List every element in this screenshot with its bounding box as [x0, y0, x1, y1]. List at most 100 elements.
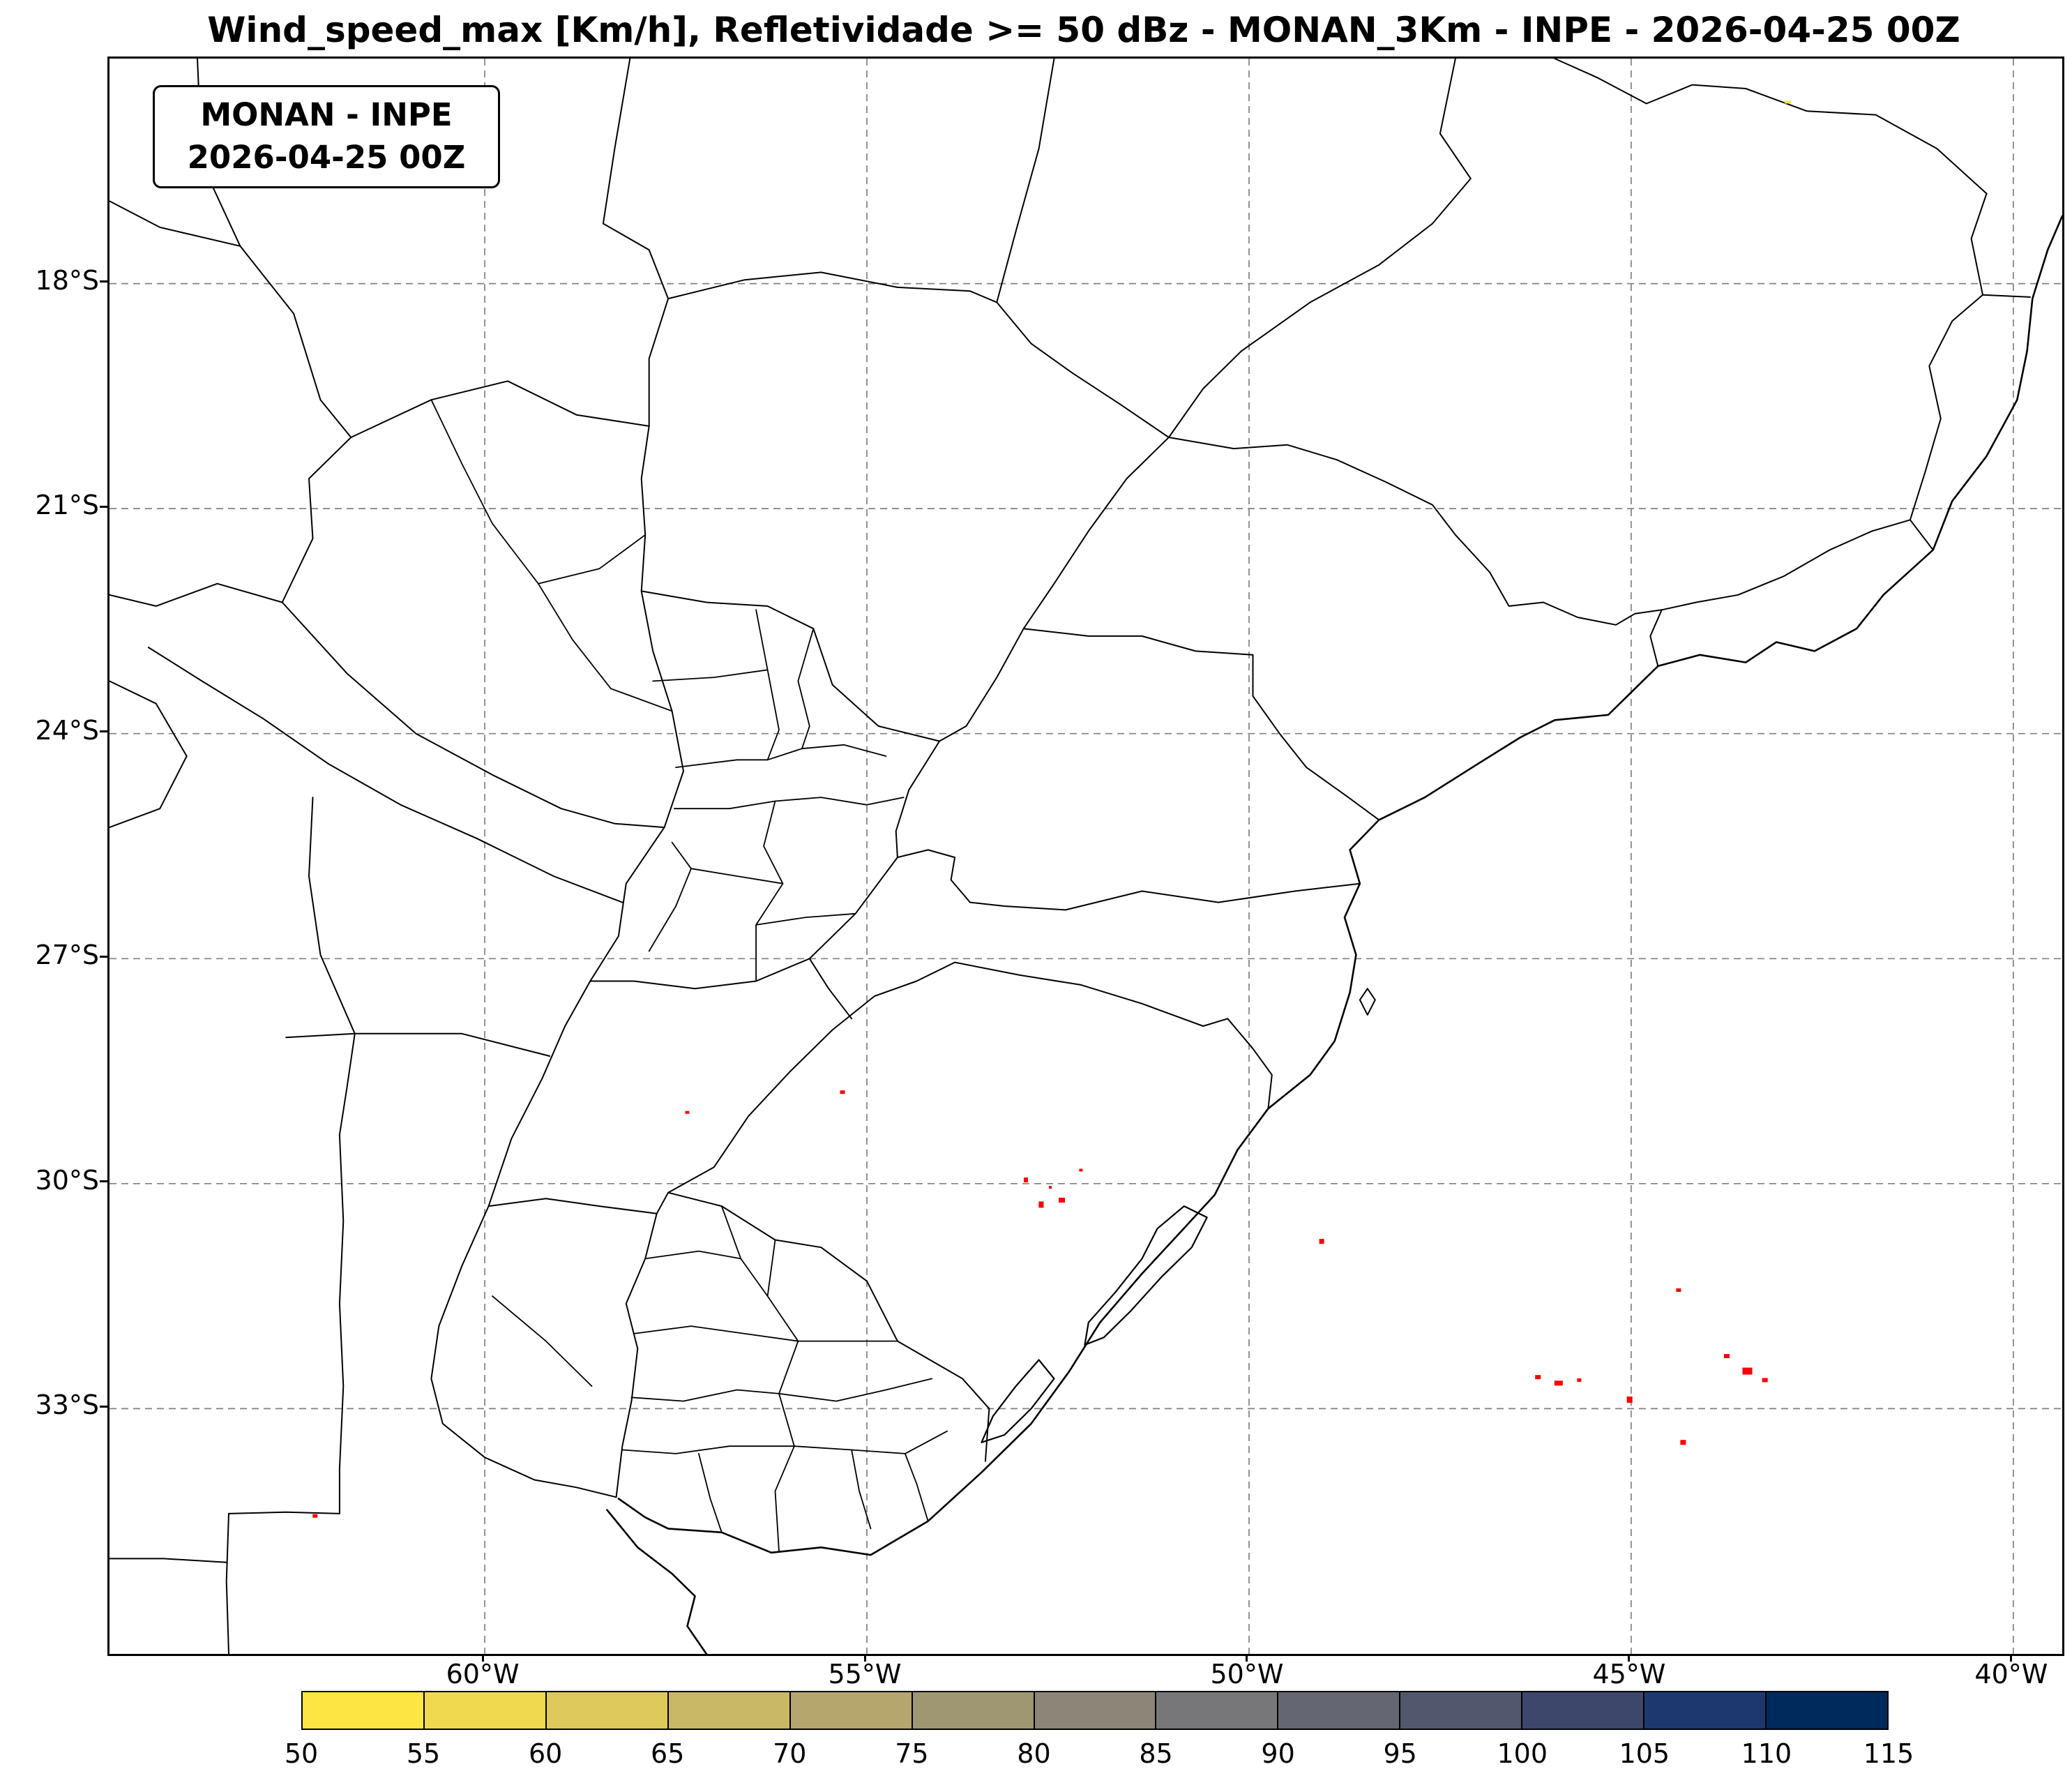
border-rj-sp [1649, 609, 1663, 667]
y-axis-label: 21°S [35, 490, 99, 521]
py-chaco-2 [537, 534, 646, 585]
border-bolivia-internal-2 [109, 200, 241, 247]
border-entre-rios-internal [492, 1295, 593, 1387]
y-axis-tick [100, 1180, 107, 1183]
border-rj-mg [1661, 519, 1934, 611]
border-paraguay-river [589, 425, 684, 982]
colorbar-tick-label: 110 [1741, 1738, 1792, 1769]
border-parana-river [430, 437, 1170, 1498]
uy-dept-8 [904, 1453, 929, 1522]
colorbar-tick-label: 85 [1139, 1738, 1173, 1769]
border-ba-mg [1554, 59, 1988, 296]
colorbar-segment [790, 1692, 913, 1729]
model-info-box: MONAN - INPE 2026-04-25 00Z [153, 85, 500, 188]
colorbar-tick-label: 105 [1619, 1738, 1670, 1769]
border-uruguay-river-rs-sc [615, 961, 1273, 1498]
x-axis-label: 40°W [1974, 1659, 2048, 1689]
wind-speed-marker [1079, 1168, 1083, 1172]
colorbar-segment [303, 1692, 425, 1729]
py-dept-7 [648, 841, 692, 952]
wind-speed-marker [1742, 1367, 1753, 1375]
colorbar-segment [424, 1692, 547, 1729]
uy-dept-5 [621, 1430, 948, 1454]
x-axis-label: 55°W [828, 1659, 902, 1689]
wind-speed-marker [1049, 1186, 1052, 1189]
border-salta [109, 680, 188, 829]
lagoa-mirim [981, 1359, 1055, 1443]
colorbar-segment [1644, 1692, 1767, 1729]
border-brazil-paraguay-north [640, 590, 941, 742]
x-axis-label: 60°W [446, 1659, 520, 1689]
py-dept-5 [674, 797, 905, 810]
uy-dept-7 [851, 1449, 872, 1530]
py-dept-1 [755, 609, 780, 761]
border-misiones-corrientes [808, 958, 853, 1020]
border-la-pampa-san-luis [109, 1558, 227, 1563]
wind-speed-marker [1059, 1198, 1065, 1203]
wind-speed-marker [1785, 100, 1792, 104]
wind-speed-marker [1319, 1239, 1324, 1244]
basemap-svg [109, 59, 2062, 1654]
border-brazil-uruguay [667, 1191, 990, 1462]
colorbar-tick-label: 60 [528, 1738, 563, 1769]
border-mt-go [996, 59, 1055, 303]
border-sc-pr [969, 882, 1361, 911]
border-misiones-ne [896, 849, 971, 903]
wind-speed-marker [1626, 1397, 1633, 1403]
map-plot-area: MONAN - INPE 2026-04-25 00Z [107, 57, 2064, 1656]
coastline-argentina [606, 1509, 708, 1654]
border-argentina-paraguay [281, 601, 665, 829]
uy-dept-3 [630, 1389, 780, 1402]
wind-speed-marker [685, 1111, 690, 1114]
colorbar-segment [1767, 1692, 1887, 1729]
border-santa-fe-chaco [285, 1032, 551, 1057]
colorbar-segment [1156, 1692, 1279, 1729]
wind-speed-marker [1680, 1440, 1686, 1445]
border-santiago-santa-fe [338, 1032, 356, 1136]
x-axis-label: 50°W [1210, 1659, 1284, 1689]
y-axis-label: 30°S [35, 1164, 99, 1196]
x-axis-tick [1246, 1654, 1248, 1662]
wind-speed-marker [1038, 1201, 1044, 1208]
border-go-ms [996, 301, 1170, 438]
border-brazil-bolivia [602, 59, 670, 427]
uy-dept-9 [720, 1205, 769, 1297]
colorbar-tick-label: 55 [406, 1738, 441, 1769]
border-cordoba-buenos-aires [228, 1511, 340, 1514]
y-axis-tick [100, 1405, 107, 1408]
wind-speed-marker [840, 1090, 845, 1094]
colorbar-segment [1400, 1692, 1523, 1729]
wind-speed-marker [1762, 1378, 1768, 1383]
uy-dept-10 [644, 1250, 742, 1260]
border-argentina-bolivia [109, 582, 283, 607]
uy-dept-2 [633, 1325, 898, 1342]
lagoa-dos-patos [1084, 1205, 1208, 1346]
border-cordoba-santa-fe [338, 1134, 345, 1514]
x-axis-tick [481, 1654, 484, 1662]
py-dept-8 [690, 868, 784, 884]
ilha-santa-catarina [1359, 988, 1376, 1016]
border-bolivia-paraguay [281, 380, 650, 603]
wind-speed-marker [1024, 1177, 1028, 1182]
x-axis-tick [863, 1654, 866, 1662]
wind-speed-marker [1577, 1378, 1582, 1382]
colorbar-tick-label: 70 [773, 1738, 807, 1769]
colorbar-segment [1522, 1692, 1645, 1729]
model-run-label: 2026-04-25 00Z [187, 139, 466, 176]
colorbar-tick-label: 115 [1863, 1738, 1914, 1769]
y-axis-tick [100, 955, 107, 958]
colorbar-tick-label: 90 [1261, 1738, 1295, 1769]
uy-dept-6 [698, 1453, 723, 1533]
border-bermejo [147, 647, 623, 903]
py-dept-6 [755, 800, 784, 982]
border-ba-es [1982, 294, 2031, 298]
x-axis-tick [2010, 1654, 2013, 1662]
colorbar-segment [1034, 1692, 1157, 1729]
colorbar-tick-label: 75 [895, 1738, 929, 1769]
colorbar-tick-label: 100 [1497, 1738, 1548, 1769]
py-dept-2 [652, 669, 769, 682]
y-axis-tick [100, 505, 107, 508]
colorbar-tick-label: 50 [284, 1738, 319, 1769]
y-axis-label: 24°S [35, 714, 99, 746]
py-dept-3 [797, 628, 815, 750]
